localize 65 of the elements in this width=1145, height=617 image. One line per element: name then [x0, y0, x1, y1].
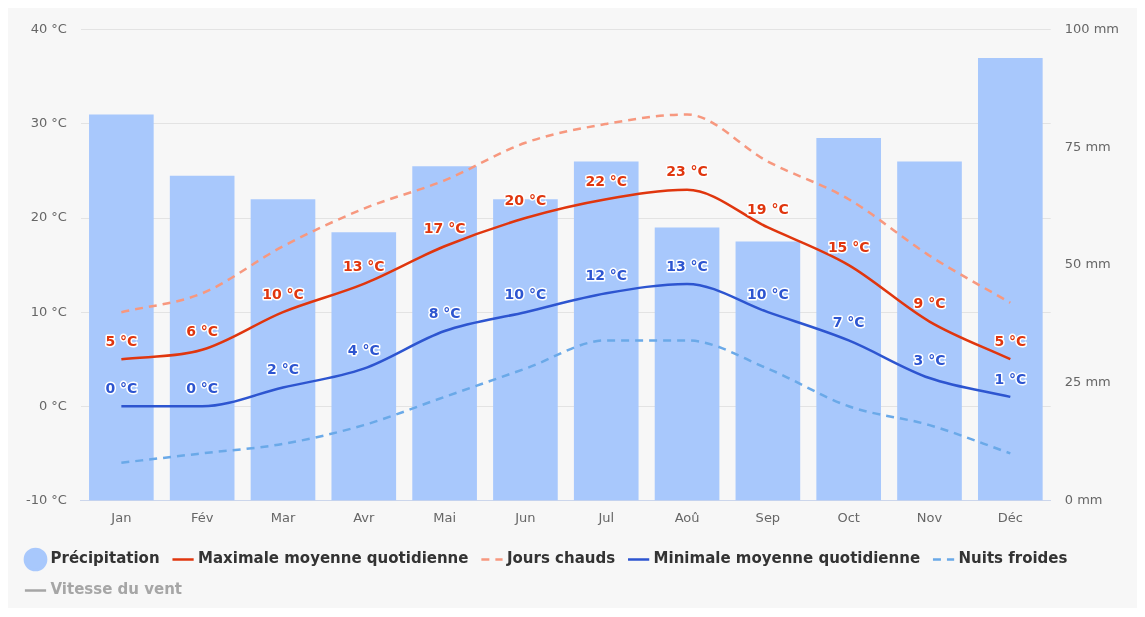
x-tick-label: Mar: [270, 509, 296, 525]
y-tick-label: 10 °C: [30, 303, 67, 319]
bar: [816, 138, 882, 501]
y2-tick-label: 100 mm: [1064, 21, 1120, 37]
x-tick-label: Déc: [997, 509, 1023, 525]
x-tick-label: Oct: [837, 509, 860, 525]
y2-tick-label: 75 mm: [1064, 138, 1111, 154]
data-label: 5 °C: [994, 332, 1027, 349]
data-label: 10 °C: [747, 285, 789, 302]
data-label: 20 °C: [504, 191, 547, 208]
data-label: 22 °C: [585, 172, 628, 189]
x-tick-label: Mai: [433, 509, 457, 525]
bar: [573, 161, 639, 501]
legend-label: Nuits froides: [958, 549, 1068, 568]
bar: [89, 114, 154, 501]
data-label: 19 °C: [747, 201, 789, 218]
data-label: 1 °C: [994, 370, 1027, 387]
data-label: 12 °C: [585, 266, 628, 283]
x-tick-label: Fév: [190, 509, 214, 525]
y-tick-label: 40 °C: [30, 21, 67, 37]
y-tick-label: 20 °C: [30, 209, 67, 225]
legend-label: Jours chauds: [505, 549, 616, 568]
legend-label: Vitesse du vent: [50, 580, 183, 599]
y-tick-label: 0 °C: [38, 397, 67, 413]
x-tick-label: Nov: [916, 509, 943, 525]
bar: [331, 232, 397, 501]
y2-tick-label: 50 mm: [1064, 256, 1111, 272]
data-label: 15 °C: [827, 238, 870, 255]
x-tick-label: Sep: [755, 509, 781, 525]
bar: [735, 241, 801, 501]
y2-tick-label: 0 mm: [1064, 491, 1103, 507]
data-label: 4 °C: [347, 342, 380, 359]
legend-label: Précipitation: [50, 549, 160, 568]
legend-label: Minimale moyenne quotidienne: [653, 549, 921, 568]
y2-tick-label: 25 mm: [1064, 374, 1111, 390]
x-tick-label: Aoû: [674, 509, 700, 525]
data-label: 13 °C: [342, 257, 385, 274]
data-label: 10 °C: [262, 285, 304, 302]
bar: [250, 199, 316, 501]
data-label: 8 °C: [428, 304, 461, 321]
data-label: 10 °C: [504, 285, 547, 302]
x-tick-label: Jan: [110, 509, 132, 525]
data-label: 5 °C: [105, 332, 138, 349]
data-label: 23 °C: [666, 163, 708, 180]
bar: [169, 175, 235, 501]
data-label: 13 °C: [666, 257, 708, 274]
bar: [654, 227, 720, 501]
x-tick-label: Jun: [514, 509, 536, 525]
data-label: 9 °C: [913, 295, 946, 312]
data-label: 6 °C: [186, 323, 219, 340]
bar: [412, 166, 477, 501]
data-label: 0 °C: [186, 379, 219, 396]
data-label: 17 °C: [423, 219, 466, 236]
x-tick-label: Avr: [353, 509, 376, 525]
y-tick-label: 30 °C: [30, 115, 67, 131]
y-tick-label: -10 °C: [25, 491, 67, 507]
data-label: 0 °C: [105, 379, 138, 396]
data-label: 7 °C: [832, 314, 865, 331]
data-label: 2 °C: [267, 361, 299, 378]
bar: [977, 58, 1043, 501]
line-series: [120, 282, 1012, 408]
x-tick-label: Jul: [597, 509, 615, 525]
legend-label: Maximale moyenne quotidienne: [198, 549, 469, 568]
data-label: 3 °C: [913, 351, 946, 368]
bar: [897, 161, 962, 501]
